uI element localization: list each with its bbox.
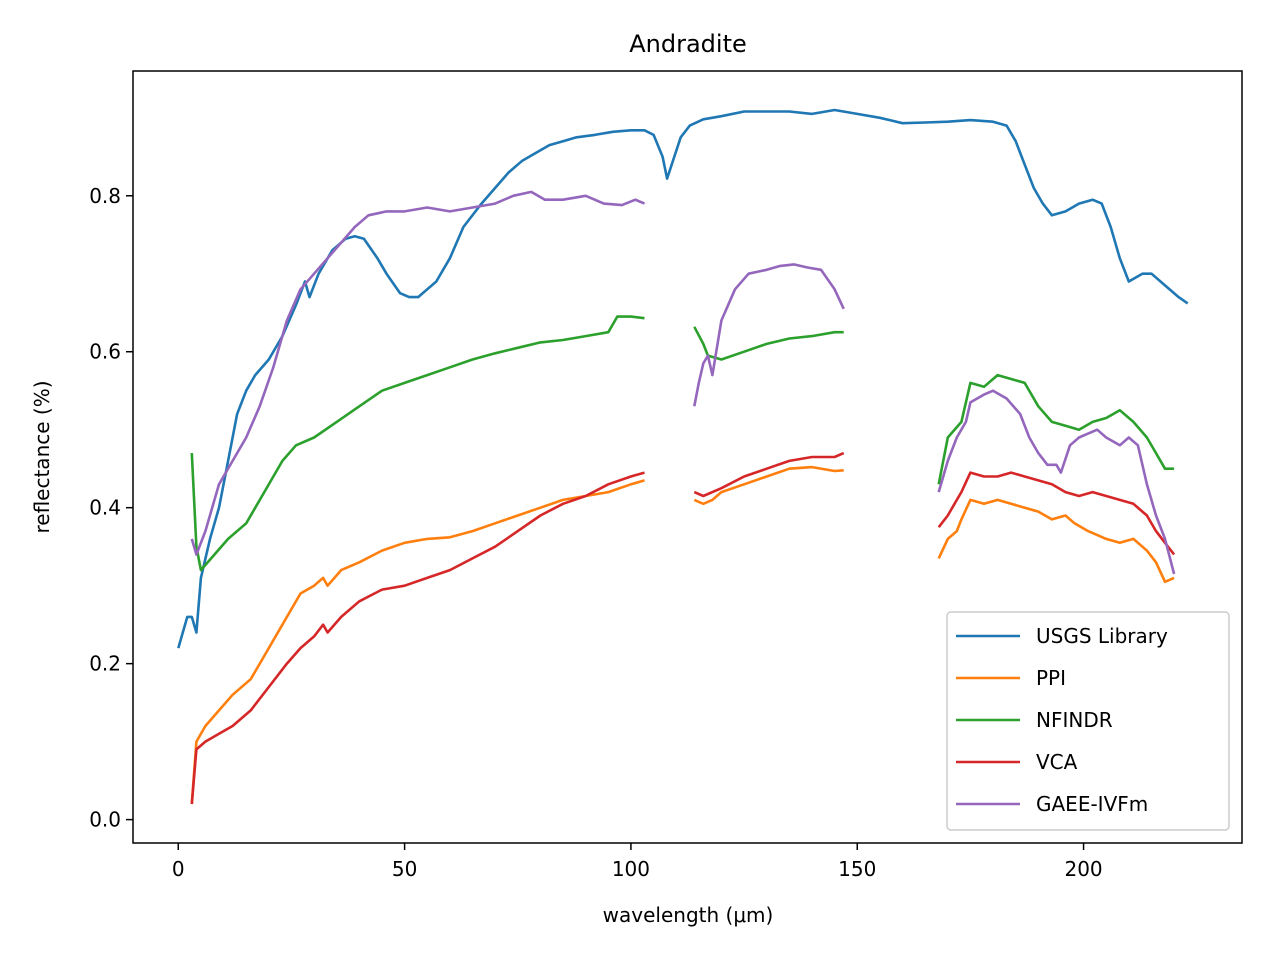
- series-line-2-segment-1: [693, 326, 844, 361]
- plot-lines: [177, 108, 1189, 805]
- series-line-3-segment-2: [937, 471, 1176, 556]
- y-tick-label: 0.4: [89, 496, 121, 520]
- x-tick-label: 200: [1064, 857, 1102, 881]
- x-axis: 0 50 100 150 200: [172, 843, 1103, 881]
- series-line-3-segment-1: [693, 451, 845, 498]
- legend-label: PPI: [1036, 666, 1066, 690]
- legend-box: [946, 611, 1230, 831]
- series-line-2-segment-2: [937, 373, 1175, 485]
- series-line-1-segment-0: [190, 479, 645, 805]
- y-tick-label: 0.6: [89, 340, 121, 364]
- chart-title: Andradite: [629, 30, 747, 58]
- legend-label: NFINDR: [1036, 708, 1113, 732]
- legend-label: GAEE-IVFm: [1036, 792, 1148, 816]
- series-line-4-segment-1: [693, 263, 845, 407]
- series-line-1-segment-2: [937, 498, 1175, 584]
- x-tick-label: 100: [612, 857, 650, 881]
- plot-frame: [132, 70, 1243, 844]
- legend: USGS Library PPI NFINDR VCA GAEE-IVFm: [946, 611, 1230, 831]
- legend-label: USGS Library: [1036, 624, 1168, 648]
- series-line-4-segment-2: [937, 389, 1176, 575]
- legend-label: VCA: [1036, 750, 1078, 774]
- y-axis-label: reflectance (%): [30, 380, 54, 533]
- y-tick-label: 0.8: [89, 184, 121, 208]
- series-line-1-segment-1: [693, 465, 844, 506]
- x-tick-label: 50: [392, 857, 417, 881]
- series-line-3-segment-0: [190, 471, 645, 805]
- y-axis: 0.0 0.2 0.4 0.6 0.8: [89, 184, 133, 832]
- y-tick-label: 0.0: [89, 808, 121, 832]
- x-tick-label: 150: [838, 857, 876, 881]
- series-line-2-segment-0: [190, 315, 645, 572]
- y-tick-label: 0.2: [89, 652, 121, 676]
- series-line-4-segment-0: [190, 190, 646, 556]
- series-line-0-segment-0: [177, 108, 1189, 649]
- x-axis-label: wavelength (μm): [603, 903, 774, 927]
- x-tick-label: 0: [172, 857, 185, 881]
